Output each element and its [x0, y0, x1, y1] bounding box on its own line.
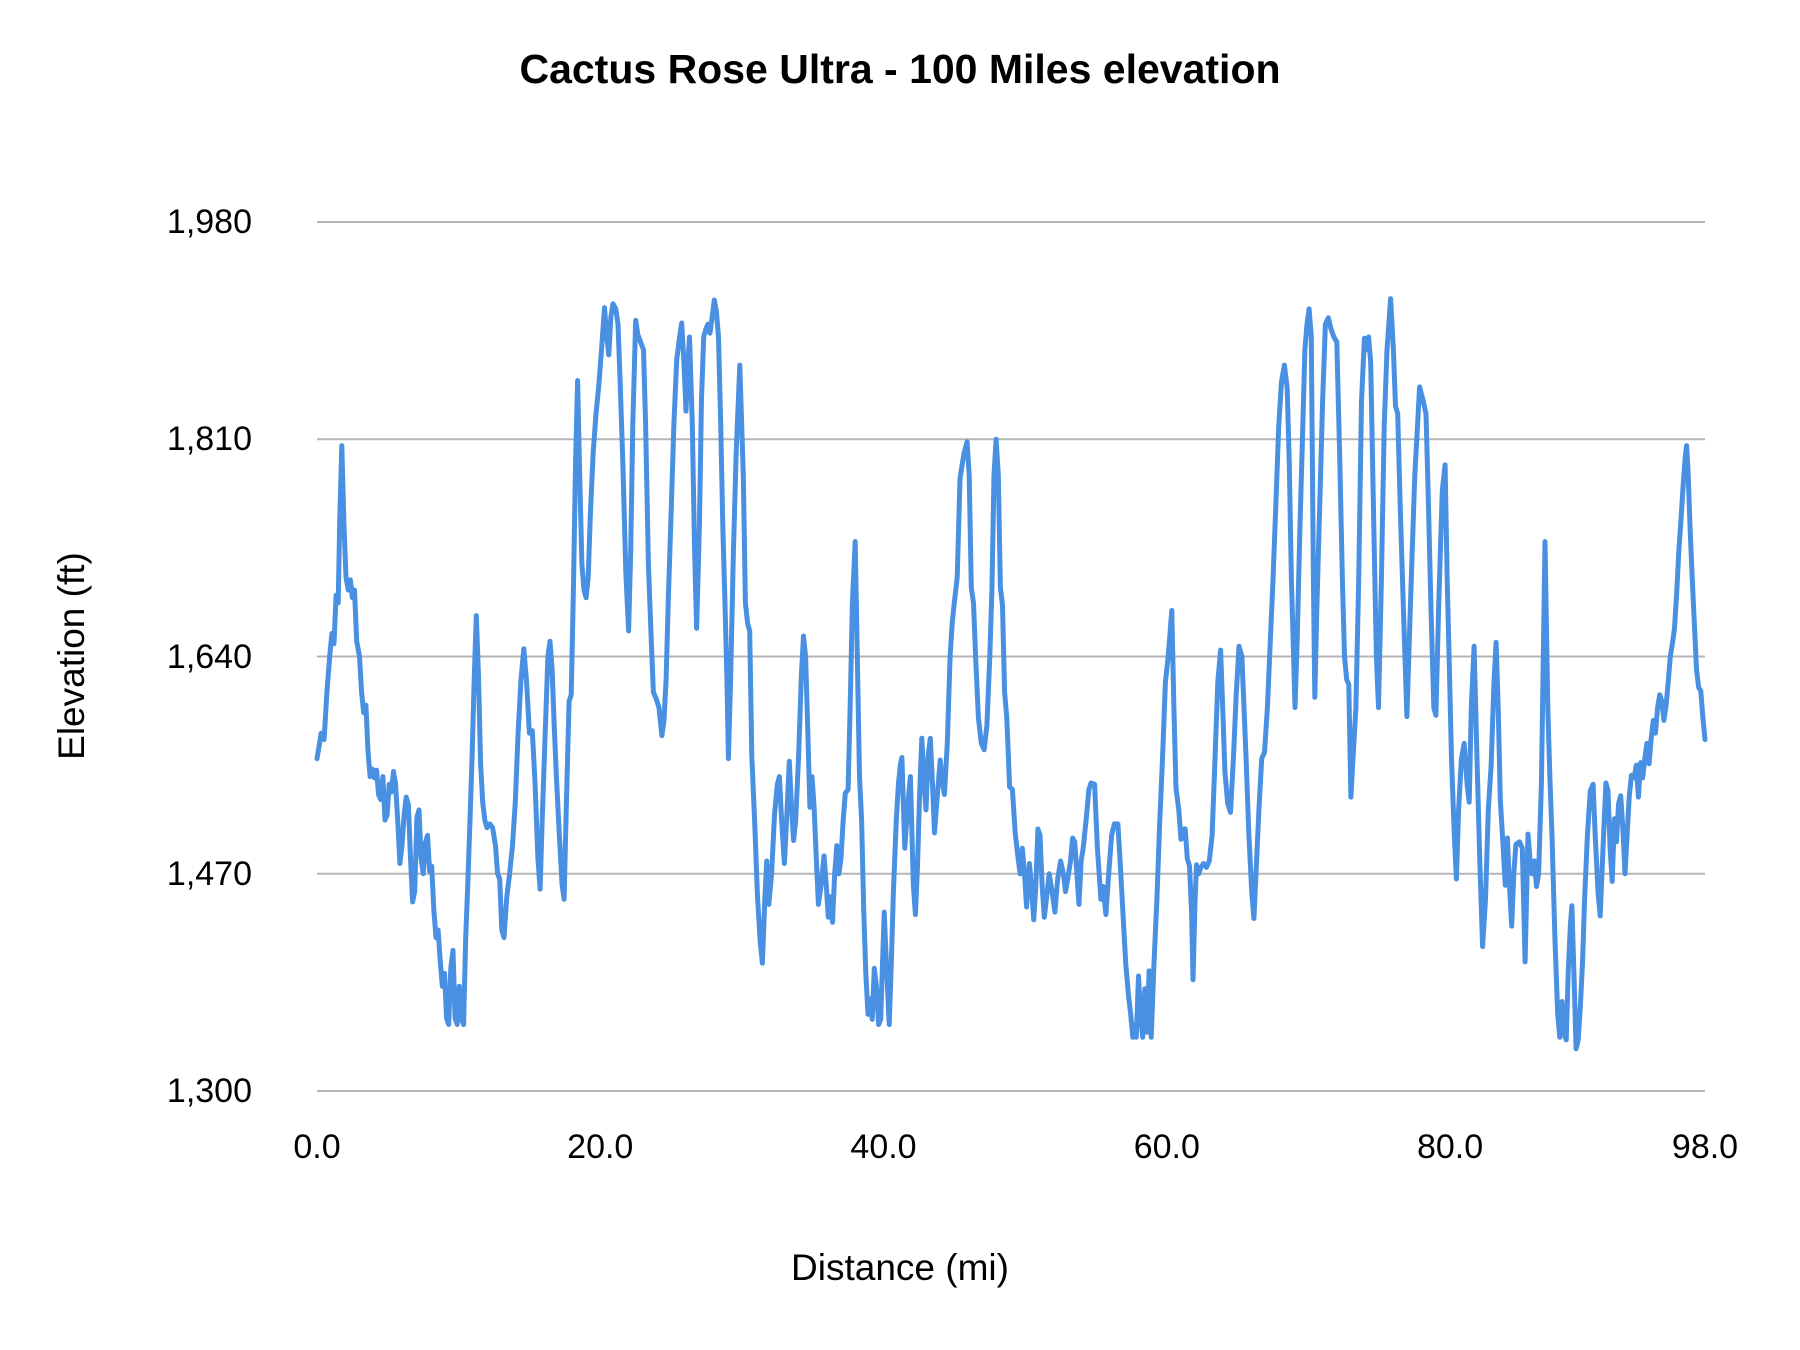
x-tick-label: 0.0 [293, 1128, 341, 1166]
y-tick-label: 1,640 [166, 637, 252, 676]
x-axis-title: Distance (mi) [791, 1247, 1009, 1288]
x-tick-label: 60.0 [1133, 1128, 1200, 1166]
elevation-line-series [314, 296, 1708, 1052]
x-tick-label: 40.0 [850, 1128, 917, 1166]
y-tick-label: 1,980 [166, 203, 252, 241]
x-tick-label: 80.0 [1416, 1128, 1484, 1166]
y-tick-label: 1,300 [166, 1072, 252, 1110]
x-tick-label: 98.0 [1671, 1128, 1739, 1166]
y-axis-title: Elevation (ft) [51, 552, 92, 760]
y-tick-label: 1,810 [166, 420, 252, 459]
y-tick-label: 1,470 [166, 854, 252, 893]
chart-title: Cactus Rose Ultra - 100 Miles elevation [519, 46, 1281, 92]
x-tick-label: 20.0 [567, 1128, 634, 1166]
